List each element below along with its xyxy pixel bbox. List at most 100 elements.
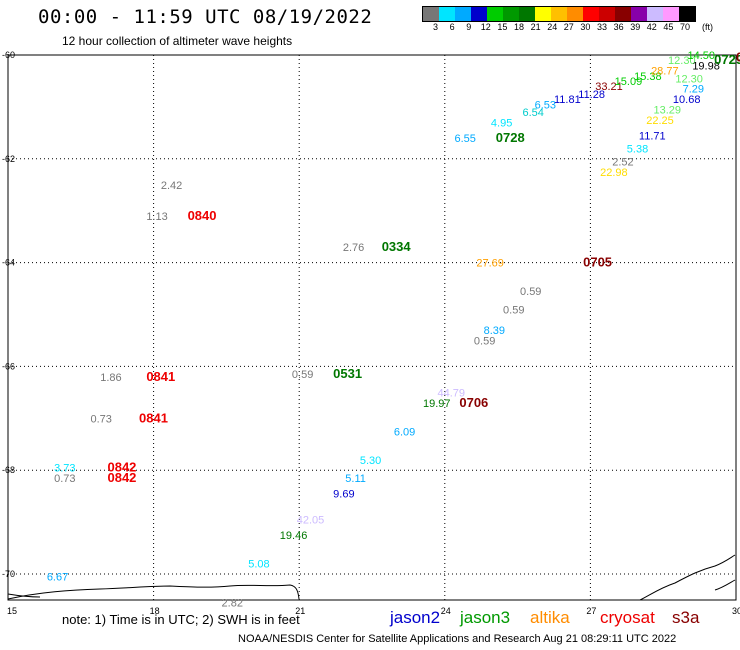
wave-height-value: 1.13	[146, 211, 167, 223]
x-tick-label: 21	[295, 606, 305, 616]
wave-height-value: 19.97	[423, 398, 451, 410]
pass-time-label: 0531	[333, 366, 362, 381]
legend-tick: 30	[580, 22, 591, 32]
legend-swatch	[647, 7, 663, 21]
wave-height-value: 22.25	[646, 115, 674, 127]
wave-height-value: 4.95	[491, 117, 512, 129]
wave-height-value: 1.86	[100, 372, 121, 384]
legend-tick: 6	[449, 22, 455, 32]
legend-tick: 39	[630, 22, 641, 32]
satellite-altika-label: altika	[530, 608, 570, 627]
legend-tick: 18	[514, 22, 525, 32]
x-tick-label: 24	[441, 606, 451, 616]
wave-height-value: 11.81	[554, 94, 581, 106]
wave-height-value: 7.29	[683, 84, 704, 96]
legend-tick: 3	[433, 22, 439, 32]
pass-time-label: 0705	[583, 255, 612, 270]
map-subtitle: 12 hour collection of altimeter wave hei…	[62, 34, 293, 48]
wave-height-value: 12.30	[668, 55, 696, 67]
wave-height-value: 44.79	[438, 387, 466, 399]
wave-height-value: 0.73	[91, 413, 112, 425]
y-tick-label: -70	[2, 569, 15, 579]
coastline-path-east	[639, 554, 736, 601]
legend-swatch	[663, 7, 679, 21]
legend-swatch	[471, 7, 487, 21]
legend-tick: 45	[663, 22, 674, 32]
pass-time-label: 0728	[496, 130, 525, 145]
legend-tick: 42	[646, 22, 657, 32]
legend-swatch	[487, 7, 503, 21]
wave-height-value: 2.82	[222, 598, 243, 610]
pass-time-label: 0842	[107, 460, 136, 475]
legend-tick: 15	[497, 22, 508, 32]
legend-swatch	[439, 7, 455, 21]
wave-height-value: 27.69	[476, 258, 504, 270]
x-tick-label: 18	[150, 606, 160, 616]
legend-swatch	[615, 7, 631, 21]
wave-height-value: 0.59	[520, 286, 541, 298]
wave-height-value: 5.30	[360, 455, 381, 467]
wave-height-value: 6.67	[47, 572, 68, 584]
legend-swatch	[551, 7, 567, 21]
wave-height-value: 11.28	[578, 89, 605, 101]
legend-tick: 70	[680, 22, 691, 32]
wave-height-value: 2.52	[612, 156, 633, 168]
satellite-jason3-label: jason3	[460, 608, 511, 627]
wave-height-value: 2.42	[161, 180, 182, 192]
coastline-path	[7, 584, 300, 600]
coastline	[7, 554, 736, 601]
map-title: 00:00 - 11:59 UTC 08/19/2022	[38, 6, 373, 28]
satellite-cryosat-label: cryosat	[600, 608, 655, 627]
wave-height-value: 11.71	[639, 130, 666, 142]
y-tick-label: -64	[2, 258, 15, 268]
wave-height-value: 2.76	[343, 242, 364, 254]
legend-swatch	[535, 7, 551, 21]
satellite-jason2-label: jason2	[390, 608, 441, 627]
legend-tick: 27	[563, 22, 574, 32]
axis-labels: 15 18 21 24 27 30 -60 -62 -64 -66 -68 -70	[2, 50, 740, 616]
wave-height-value: 15.38	[634, 71, 662, 83]
y-tick-label: -68	[2, 465, 15, 475]
pass-time-label: 0706	[459, 395, 488, 410]
y-tick-label: -62	[2, 154, 15, 164]
wave-height-value: 12.30	[675, 73, 703, 85]
legend-tick: 24	[547, 22, 558, 32]
footer-credit: NOAA/NESDIS Center for Satellite Applica…	[238, 633, 677, 645]
x-tick-label: 30	[732, 606, 740, 616]
wave-height-value: 28.77	[651, 66, 679, 78]
pass-time-label: 0729	[714, 52, 740, 67]
pass-time-label: 0841	[146, 369, 175, 384]
wave-height-value: 19.98	[692, 60, 720, 72]
legend-tick: 21	[530, 22, 541, 32]
wave-height-value: 8.39	[484, 325, 505, 337]
x-tick-label: 27	[586, 606, 596, 616]
units-note: note: 1) Time is in UTC; 2) SWH is in fe…	[62, 612, 300, 627]
satellite-s3a-label: s3a	[672, 608, 700, 627]
wave-height-value: 13.29	[653, 105, 681, 117]
wave-height-value: 0.73	[54, 473, 75, 485]
wave-height-value: 5.08	[248, 559, 269, 571]
wave-height-value: 0.59	[292, 369, 313, 381]
legend-swatch	[583, 7, 599, 21]
wave-height-value: 0.59	[474, 335, 495, 347]
wave-height-value: 22.98	[600, 167, 628, 179]
legend-swatch	[679, 7, 695, 21]
legend-tick: 36	[613, 22, 624, 32]
graticule-grid	[8, 55, 736, 600]
y-tick-label: -66	[2, 361, 15, 371]
legend-swatch	[423, 7, 439, 21]
wave-height-value: 19.46	[280, 530, 308, 542]
legend-tick: 33	[597, 22, 608, 32]
wave-height-value: 33.21	[595, 81, 623, 93]
wave-height-value: 6.55	[455, 133, 476, 145]
legend-swatch	[599, 7, 615, 21]
wave-height-value: 14.50	[687, 50, 715, 62]
legend-swatch	[455, 7, 471, 21]
y-tick-label: -60	[2, 50, 15, 60]
wave-height-value: 3.73	[54, 463, 75, 475]
wave-height-value: 0.59	[503, 304, 524, 316]
wave-height-value: 6.54	[522, 107, 543, 119]
map-frame	[7, 54, 737, 601]
